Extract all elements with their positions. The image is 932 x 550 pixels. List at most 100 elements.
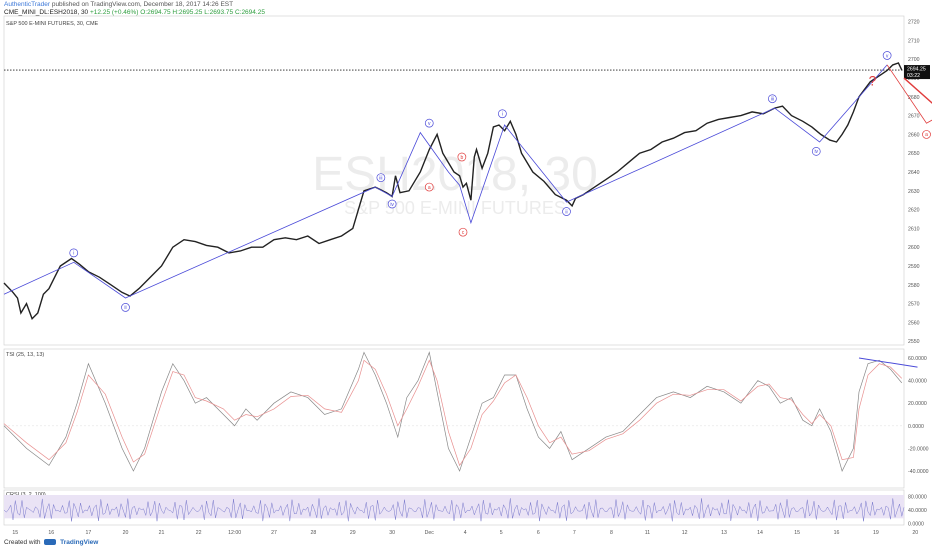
- tsi-signal-line: [3, 359, 903, 467]
- wave-label-circle: [498, 109, 507, 119]
- wave-label-v: v: [886, 53, 889, 59]
- x-tick-label: 12: [682, 530, 688, 536]
- tsi-pane: 60.0000 40.0000 20.0000 0.0000 -20.0000 -40.0…: [3, 348, 929, 489]
- tradingview-link[interactable]: TradingView: [60, 539, 99, 546]
- y-tick-label: 2600: [908, 245, 920, 251]
- y-tick-label: 0.0000: [908, 424, 924, 430]
- y-tick-label: 2720: [908, 20, 920, 26]
- wave-label-b: b: [460, 155, 463, 161]
- y-tick-label: 2560: [908, 320, 920, 326]
- x-tick-label: Dec: [425, 530, 435, 536]
- y-tick-label: 60.0000: [908, 356, 927, 362]
- y-tick-label: 2640: [908, 170, 920, 176]
- pane-frame: [3, 348, 905, 489]
- y-tick-label: 2630: [908, 189, 920, 195]
- change-label: +12.25 (+0.46%): [90, 9, 139, 16]
- y-tick-label: 2710: [908, 38, 920, 44]
- main-pane-title: S&P 500 E-MINI FUTURES, 30, CME: [6, 21, 99, 27]
- wave-label-iv: iv: [814, 149, 818, 155]
- wave-line: [3, 64, 888, 299]
- y-tick-label: 2550: [908, 339, 920, 345]
- wave-label-c: c: [462, 230, 465, 236]
- wave-label-circle: [882, 51, 892, 60]
- x-tick-label: 15: [12, 530, 18, 536]
- watermark-symbol: ESH2018, 30: [312, 148, 598, 201]
- wave-label-circle: [424, 182, 434, 192]
- x-tick-label: 28: [310, 530, 316, 536]
- y-tick-label: 2680: [908, 95, 920, 101]
- y-tick-label: -20.0000: [908, 446, 929, 452]
- publish-info: AuthenticTrader published on TradingView…: [4, 1, 233, 8]
- footer: Created with TradingView: [4, 539, 98, 546]
- published-text: published on TradingView.com, December 1…: [51, 1, 234, 8]
- x-tick-label: 27: [271, 530, 277, 536]
- wave-label-circle: [387, 199, 397, 209]
- wave-label-iii: iii: [771, 97, 774, 103]
- x-tick-label: 14: [757, 530, 763, 536]
- wave-label-circle: [811, 147, 821, 156]
- last-price-badge: [904, 65, 930, 80]
- countdown-label: 03:22: [907, 73, 920, 79]
- x-tick-label: 13: [721, 530, 727, 536]
- y-tick-label: 2700: [908, 57, 920, 63]
- wave-label-a: a: [925, 132, 928, 138]
- wave-label-circle: [457, 152, 467, 162]
- x-tick-label: 19: [873, 530, 879, 536]
- watermark-name: S&P 500 E-MINI FUTURES: [344, 198, 566, 218]
- ohlc-label: O:2694.75 H:2695.25 L:2693.75 C:2694.25: [140, 9, 265, 16]
- y-tick-label: 2610: [908, 226, 920, 232]
- x-tick-label: 20: [912, 530, 918, 536]
- x-tick-label: 22: [196, 530, 202, 536]
- y-tick-label: 2660: [908, 132, 920, 138]
- x-tick-label: 4: [464, 530, 467, 536]
- tsi-line: [3, 351, 903, 472]
- y-tick-label: 0.0000: [908, 521, 924, 527]
- divergence-line: [858, 357, 918, 368]
- wave-label-i: i: [502, 112, 503, 118]
- price-line: [3, 62, 903, 320]
- x-tick-label: 30: [389, 530, 395, 536]
- wave-label-ii: ii: [565, 209, 567, 215]
- x-tick-label: 20: [123, 530, 129, 536]
- author-link[interactable]: AuthenticTrader: [4, 1, 51, 8]
- y-tick-label: 2570: [908, 302, 920, 308]
- wave-label-circle: [768, 94, 777, 104]
- x-tick-label: 12:00: [228, 530, 241, 536]
- x-tick-label: 7: [573, 530, 576, 536]
- wave-label-v: v: [428, 121, 431, 127]
- symbol-info: CME_MINI_DL:ESH2018, 30 +12.25 (+0.46%) …: [4, 9, 265, 16]
- crsi-line: [3, 498, 905, 522]
- x-tick-label: 17: [85, 530, 91, 536]
- y-tick-label: 2650: [908, 151, 920, 157]
- wave-label-circle: [562, 207, 571, 216]
- y-tick-label: 2590: [908, 264, 920, 270]
- crsi-pane: 80.0000 40.0000 0.0000: [3, 489, 927, 527]
- created-with-label: Created with: [4, 539, 41, 546]
- wave-label-a: a: [428, 185, 431, 191]
- y-tick-label: 2580: [908, 283, 920, 289]
- x-tick-label: 15: [794, 530, 800, 536]
- x-tick-label: 5: [500, 530, 503, 536]
- crsi-band: [4, 495, 904, 519]
- wave-label-iii: iii: [379, 175, 382, 181]
- x-tick-label: 6: [537, 530, 540, 536]
- wave-label-circle: [458, 227, 468, 237]
- tradingview-logo-icon: [44, 539, 57, 546]
- wave-label-circle: [121, 303, 130, 312]
- y-tick-label: 80.0000: [908, 495, 927, 501]
- y-tick-label: 2670: [908, 114, 920, 120]
- y-tick-label: -40.0000: [908, 469, 929, 475]
- tsi-pane-title: TSI (25, 13, 13): [6, 352, 45, 358]
- wave-label-question: ?: [869, 73, 877, 89]
- symbol-label: CME_MINI_DL:ESH2018, 30: [4, 9, 89, 16]
- x-axis: 15 16 17 20 21 22 12:00 27 28 29 30 Dec 4 5 6 7 8 11 12 13 1…: [12, 530, 918, 536]
- arrow-down: [903, 77, 932, 104]
- x-tick-label: 21: [159, 530, 165, 536]
- pane-frame: [3, 15, 905, 346]
- wave-label-iv: iv: [390, 202, 394, 208]
- x-tick-label: 16: [48, 530, 54, 536]
- last-price-label: 2694.25: [907, 67, 926, 73]
- projection-line: [886, 64, 932, 124]
- price-pane: 2720271027002690268026702660265026402630…: [3, 15, 932, 346]
